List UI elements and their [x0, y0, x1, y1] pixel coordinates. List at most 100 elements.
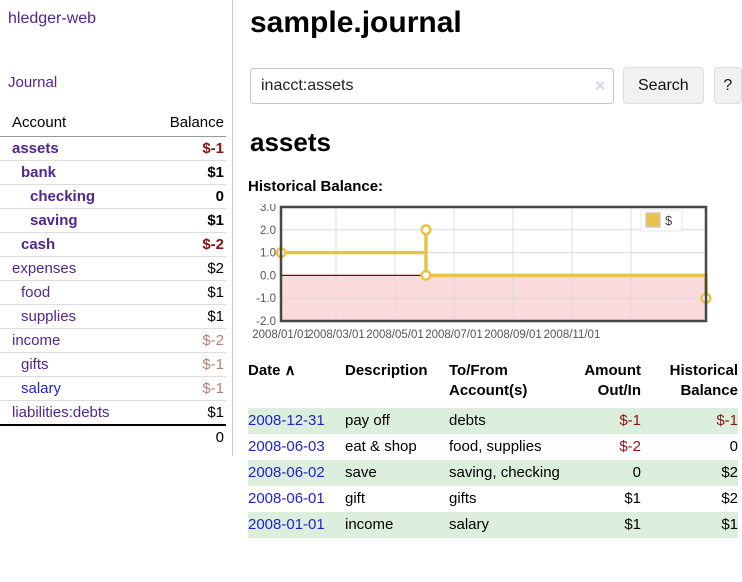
sidebar-account-checking[interactable]: checking [30, 188, 96, 205]
y-tick-label: -1.0 [256, 293, 276, 305]
transaction-balance: $2 [721, 464, 738, 481]
x-tick-label: 2008/05/01 [366, 329, 424, 341]
register-row: 2008-12-31 pay off debts $-1 $-1 [248, 408, 738, 434]
search-button[interactable]: Search [623, 67, 704, 104]
transaction-amount: $-2 [619, 438, 641, 455]
register-col-date[interactable]: Date ∧ [248, 362, 296, 379]
account-balance: $-2 [139, 328, 226, 353]
account-balance: $1 [139, 304, 226, 329]
chart-legend: $ [640, 209, 683, 232]
transaction-balance: $1 [721, 516, 738, 533]
sidebar-account-assets[interactable]: assets [12, 140, 59, 157]
y-tick-label: 0.0 [260, 270, 276, 282]
transaction-date-link[interactable]: 2008-06-03 [248, 438, 325, 455]
account-row: checking 0 [0, 184, 226, 209]
sidebar-account-liabilities-debts[interactable]: liabilities:debts [12, 404, 110, 421]
account-row: food $1 [0, 280, 226, 305]
sidebar-account-gifts[interactable]: gifts [21, 356, 49, 373]
account-row: assets $-1 [0, 137, 226, 161]
sidebar-account-food[interactable]: food [21, 284, 51, 301]
sidebar-account-expenses[interactable]: expenses [12, 260, 77, 277]
sidebar-account-supplies[interactable]: supplies [21, 308, 77, 325]
clear-search-icon[interactable]: × [595, 75, 605, 95]
account-row: salary $-1 [0, 376, 226, 401]
y-tick-label: 3.0 [260, 204, 276, 214]
sidebar-account-bank[interactable]: bank [21, 164, 57, 181]
main-content: sample.journal × Search ? assets Histori… [248, 0, 742, 538]
account-row: cash $-2 [0, 232, 226, 257]
account-balance: $1 [139, 160, 226, 185]
register-table: Date ∧ Description To/From Account(s) Amoun… [248, 359, 738, 538]
transaction-amount: $1 [624, 516, 641, 533]
accounts-total-value: 0 [139, 424, 226, 449]
accounts-col-account: Account [0, 110, 140, 137]
svg-text:$: $ [665, 213, 673, 228]
register-row: 2008-06-02 save saving, checking 0 $2 [248, 460, 738, 486]
page-title: sample.journal [250, 6, 462, 39]
register-row: 2008-06-03 eat & shop food, supplies $-2 0 [248, 434, 738, 460]
account-balance: $1 [139, 208, 226, 233]
account-row: liabilities:debts $1 [0, 400, 226, 425]
y-tick-label: 2.0 [260, 225, 276, 237]
register-col-historical-balance: Historical Balance [669, 362, 738, 399]
sidebar: hledger-web Journal Account Balance asse… [0, 0, 233, 456]
search-input[interactable] [250, 67, 614, 104]
account-row: expenses $2 [0, 256, 226, 281]
accounts-col-balance: Balance [139, 110, 226, 137]
chart-title: Historical Balance: [248, 178, 384, 195]
x-tick-label: 2008/11/01 [544, 329, 601, 341]
transaction-accounts: saving, checking [449, 464, 560, 481]
transaction-date-link[interactable]: 2008-06-02 [248, 464, 325, 481]
sidebar-account-income[interactable]: income [12, 332, 61, 349]
chart-svg: $3.0 2.0 1.0 0.0 -1.0 -2.02008/01/012008/03/0… [252, 202, 712, 341]
account-row: supplies $1 [0, 304, 226, 329]
transaction-amount: 0 [632, 464, 641, 481]
app-title-link[interactable]: hledger-web [8, 10, 97, 27]
transaction-date-link[interactable]: 2008-06-01 [248, 490, 325, 507]
sort-asc-icon[interactable]: ∧ [280, 362, 296, 379]
account-balance: $-1 [202, 140, 224, 157]
nav-journal-link[interactable]: Journal [8, 74, 58, 91]
transaction-amount: $1 [624, 490, 641, 507]
sidebar-account-saving[interactable]: saving [30, 212, 78, 229]
account-balance: $-1 [139, 352, 226, 377]
register-col-amount-out-in: Amount Out/In [584, 362, 641, 399]
historical-balance-chart: $3.0 2.0 1.0 0.0 -1.0 -2.0 2008/01/01 2008/03/0… [248, 202, 742, 350]
help-button[interactable]: ? [713, 67, 742, 104]
transaction-accounts: debts [449, 412, 486, 429]
transaction-date-link[interactable]: 2008-12-31 [248, 412, 325, 429]
transaction-amount: $-1 [619, 412, 641, 429]
account-balance: $1 [139, 400, 226, 425]
x-tick-label: 2008/01/01 [252, 329, 310, 341]
x-tick-label: 2008/03/01 [307, 329, 365, 341]
search-form: × Search ? [250, 67, 742, 104]
transaction-date-link[interactable]: 2008-01-01 [248, 516, 325, 533]
transaction-description: eat & shop [345, 438, 417, 455]
transaction-balance: 0 [729, 438, 738, 455]
account-row: gifts $-1 [0, 352, 226, 377]
transaction-description: gift [345, 490, 366, 507]
transaction-description: income [345, 516, 394, 533]
transaction-description: save [345, 464, 377, 481]
transaction-description: pay off [345, 412, 390, 429]
register-row: 2008-06-01 gift gifts $1 $2 [248, 486, 738, 512]
accounts-total-row: 0 [0, 424, 226, 449]
account-balance: $-2 [139, 232, 226, 257]
transaction-accounts: salary [449, 516, 490, 533]
account-row: income $-2 [0, 328, 226, 353]
y-tick-label: 1.0 [260, 248, 276, 260]
accounts-table: Account Balance assets $-1 bank $1 checking 0… [0, 110, 226, 449]
transaction-balance: $-1 [716, 412, 738, 429]
account-row: bank $1 [0, 160, 226, 185]
sidebar-account-salary[interactable]: salary [21, 380, 62, 397]
account-balance: $-1 [139, 376, 226, 401]
account-heading: assets [250, 127, 331, 157]
transaction-balance: $2 [721, 490, 738, 507]
transaction-accounts: gifts [449, 490, 477, 507]
register-col-description: Description [345, 362, 428, 379]
account-balance: 0 [139, 184, 226, 209]
account-balance: $1 [139, 280, 226, 305]
sidebar-account-cash[interactable]: cash [21, 236, 56, 253]
y-tick-label: -2.0 [256, 316, 276, 328]
x-tick-label: 2008/09/01 [484, 329, 542, 341]
